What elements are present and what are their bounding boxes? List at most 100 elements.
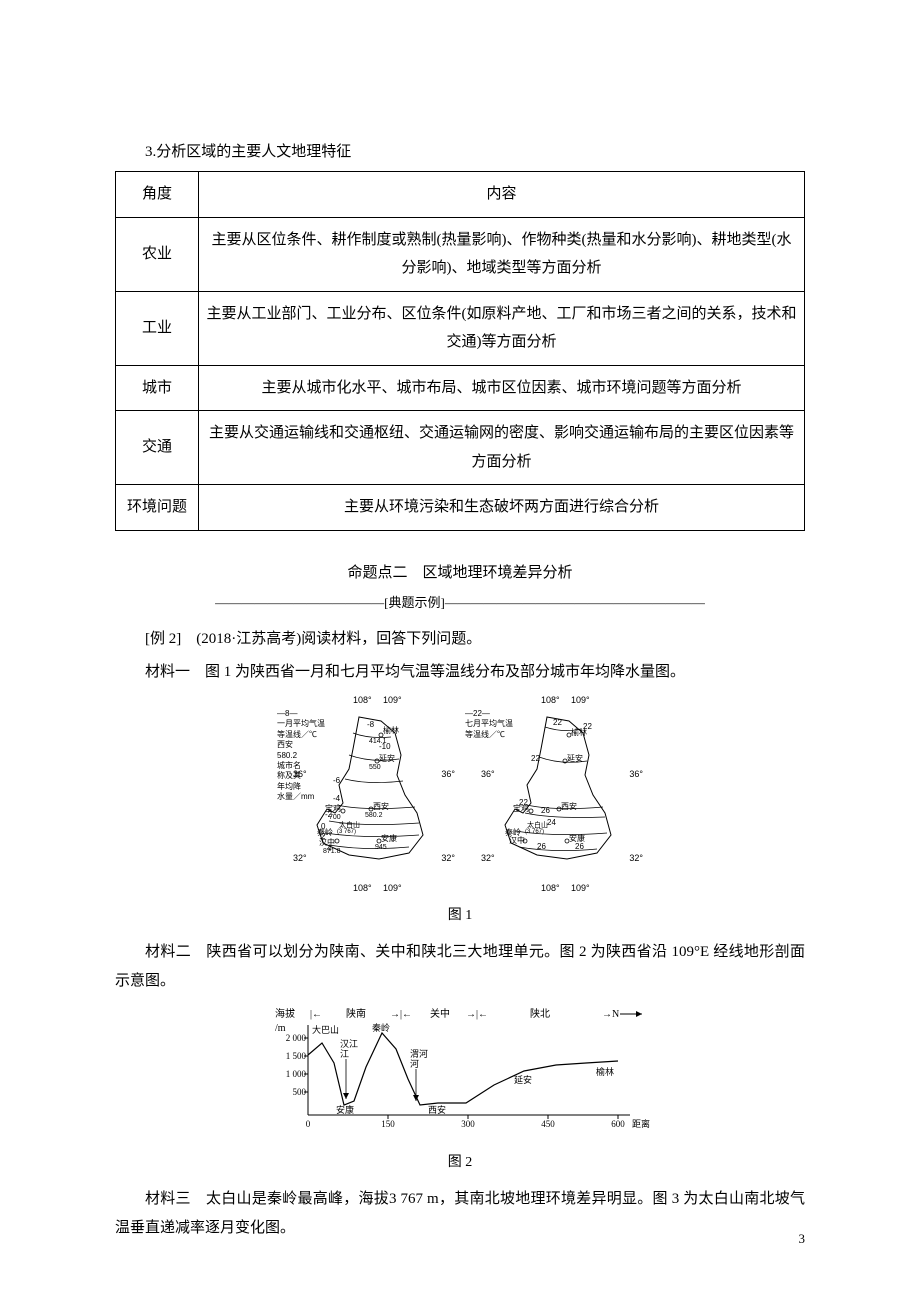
svg-text:22: 22: [519, 798, 528, 807]
svg-text:→|←: →|←: [390, 1009, 412, 1020]
svg-text:太白山: 太白山: [527, 820, 548, 829]
cell-angle: 城市: [116, 365, 199, 411]
svg-text:陕南: 陕南: [346, 1007, 366, 1020]
map-outline-svg: 榆林 延安 西安 宝鸡 太白山 (3 767) 秦岭 安康 汉中 22 22 2…: [497, 713, 621, 863]
svg-text:4: 4: [327, 844, 332, 853]
svg-text:延安: 延安: [567, 753, 583, 763]
lon-label: 109°: [571, 883, 590, 893]
map-jul: 108° 109° —22— 七月平均气温 等温线／℃: [463, 695, 645, 893]
cell-content: 主要从交通运输线和交通枢纽、交通运输网的密度、影响交通运输布局的主要区位因素等方…: [199, 411, 805, 485]
svg-text:河: 河: [410, 1058, 419, 1069]
svg-text:西安: 西安: [561, 801, 577, 811]
svg-text:26: 26: [575, 842, 584, 851]
svg-text:|←: |←: [310, 1009, 322, 1020]
svg-text:945: 945: [375, 844, 387, 851]
svg-text:22: 22: [583, 722, 592, 731]
svg-text:安康: 安康: [381, 833, 397, 843]
svg-text:榆林: 榆林: [596, 1066, 614, 1077]
svg-text:距离/km: 距离/km: [632, 1118, 650, 1129]
profile-svg: 海拔 |← 陕南 →|← 关中 →|← 陕北 →N /m 2 000 1 500…: [270, 1005, 650, 1140]
cell-content: 主要从环境污染和生态破坏两方面进行综合分析: [199, 485, 805, 531]
svg-text:22: 22: [531, 754, 540, 763]
cell-angle: 工业: [116, 291, 199, 365]
svg-text:22: 22: [553, 718, 562, 727]
city-yulin: 榆林: [383, 725, 399, 735]
example-intro: [例 2] (2018·江苏高考)阅读材料，回答下列问题。: [115, 625, 805, 654]
table-row: 环境问题 主要从环境污染和生态破坏两方面进行综合分析: [116, 485, 805, 531]
svg-text:大巴山: 大巴山: [312, 1024, 339, 1035]
svg-text:0: 0: [321, 822, 326, 831]
svg-text:汉江: 汉江: [340, 1039, 358, 1049]
cell-angle: 农业: [116, 217, 199, 291]
svg-text:渭河: 渭河: [410, 1048, 428, 1059]
svg-text:1 000: 1 000: [286, 1069, 307, 1079]
svg-text:-4: -4: [333, 794, 341, 803]
lat-label: 36°: [293, 769, 307, 779]
lat-label: 32°: [293, 853, 307, 863]
lon-label: 108°: [541, 883, 560, 893]
svg-text:(3 767): (3 767): [337, 829, 356, 835]
divider-label: [典题示例]: [384, 595, 445, 610]
svg-text:秦岭: 秦岭: [372, 1022, 390, 1033]
svg-text:871.8: 871.8: [323, 848, 341, 855]
lat-label: 32°: [629, 853, 643, 863]
svg-text:→|←: →|←: [466, 1009, 488, 1020]
svg-text:安康: 安康: [336, 1104, 354, 1115]
svg-text:24: 24: [547, 818, 556, 827]
svg-text:汉中: 汉中: [509, 835, 525, 845]
svg-text:600: 600: [611, 1119, 625, 1129]
lon-label: 108°: [353, 695, 372, 705]
lat-label: 36°: [629, 769, 643, 779]
lat-label: 32°: [481, 853, 495, 863]
lon-label: 109°: [383, 883, 402, 893]
map-jan: 108° 109° —8— 一月平均气温 等温线／℃ 西安 580.2 城市名 …: [275, 695, 457, 893]
fig2-caption: 图 2: [115, 1151, 805, 1171]
svg-text:江: 江: [340, 1049, 349, 1059]
cell-content: 主要从城市化水平、城市布局、城市区位因素、城市环境问题等方面分析: [199, 365, 805, 411]
topic-heading: 命题点二 区域地理环境差异分析: [115, 561, 805, 582]
th-content: 内容: [199, 172, 805, 218]
fig1-caption: 图 1: [115, 904, 805, 924]
material-3: 材料三 太白山是秦岭最高峰，海拔3 767 m，其南北坡地理环境差异明显。图 3…: [115, 1185, 805, 1244]
table-header-row: 角度 内容: [116, 172, 805, 218]
page-number: 3: [799, 1231, 806, 1247]
material-2: 材料二 陕西省可以划分为陕南、关中和陕北三大地理单元。图 2 为陕西省沿 109…: [115, 938, 805, 997]
lat-label: 32°: [441, 853, 455, 863]
svg-text:26: 26: [537, 842, 546, 851]
table-row: 交通 主要从交通运输线和交通枢纽、交通运输网的密度、影响交通运输布局的主要区位因…: [116, 411, 805, 485]
svg-text:-8: -8: [367, 720, 375, 729]
cell-content: 主要从区位条件、耕作制度或熟制(热量影响)、作物种类(热量和水分影响)、耕地类型…: [199, 217, 805, 291]
svg-text:0: 0: [306, 1119, 311, 1129]
th-angle: 角度: [116, 172, 199, 218]
y-label: 海拔: [275, 1007, 295, 1020]
map-outline-svg: 榆林 414.1 延安 550 西安 580.2 宝鸡 700 太白山 (3 7…: [309, 713, 433, 863]
svg-text:150: 150: [381, 1119, 395, 1129]
svg-text:450: 450: [541, 1119, 555, 1129]
svg-text:-6: -6: [333, 776, 341, 785]
svg-text:26: 26: [541, 806, 550, 815]
svg-text:580.2: 580.2: [365, 812, 383, 819]
cell-angle: 环境问题: [116, 485, 199, 531]
lat-label: 36°: [441, 769, 455, 779]
section-title: 3.分析区域的主要人文地理特征: [115, 140, 805, 161]
svg-text:1 500: 1 500: [286, 1051, 307, 1061]
svg-text:550: 550: [369, 764, 381, 771]
svg-text:→N: →N: [602, 1009, 619, 1020]
svg-text:西安: 西安: [428, 1104, 446, 1115]
cell-angle: 交通: [116, 411, 199, 485]
svg-text:延安: 延安: [379, 753, 395, 763]
lat-label: 36°: [481, 769, 495, 779]
table-row: 城市 主要从城市化水平、城市布局、城市区位因素、城市环境问题等方面分析: [116, 365, 805, 411]
svg-text:-10: -10: [379, 742, 391, 751]
svg-text:陕北: 陕北: [530, 1007, 550, 1020]
svg-text:关中: 关中: [430, 1007, 450, 1020]
figure-2: 海拔 |← 陕南 →|← 关中 →|← 陕北 →N /m 2 000 1 500…: [115, 1005, 805, 1145]
lon-label: 109°: [383, 695, 402, 705]
lon-label: 108°: [541, 695, 560, 705]
svg-text:2 000: 2 000: [286, 1033, 307, 1043]
svg-text:/m: /m: [275, 1023, 286, 1034]
lon-label: 108°: [353, 883, 372, 893]
lon-label: 109°: [571, 695, 590, 705]
svg-text:太白山: 太白山: [339, 820, 360, 829]
svg-text:300: 300: [461, 1119, 475, 1129]
